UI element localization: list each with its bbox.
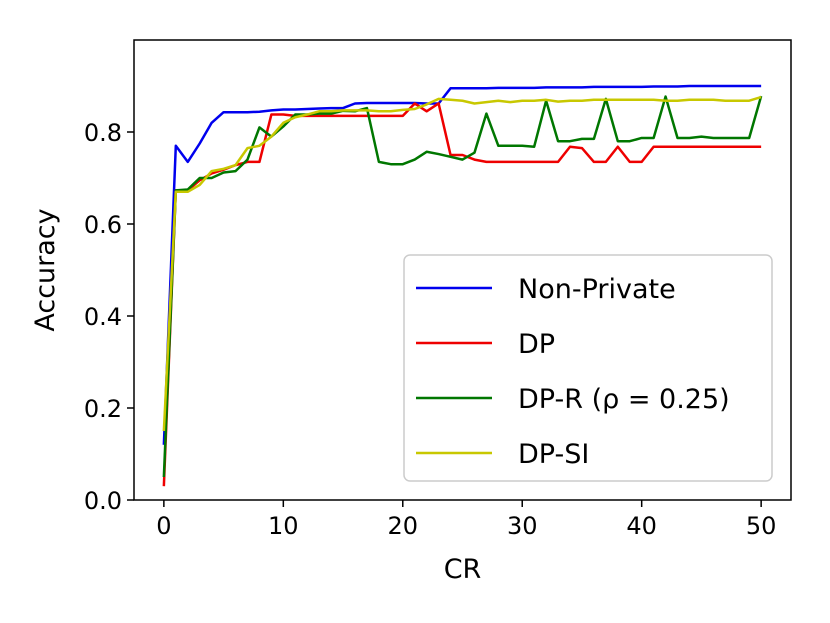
legend: Non-Private DP DP-R (ρ = 0.25) DP-SI: [403, 254, 773, 482]
y-tick-label: 0.8: [84, 119, 122, 147]
x-tick-label: 50: [746, 512, 777, 540]
legend-box: [403, 254, 773, 482]
x-axis-label: CR: [444, 554, 482, 585]
plot-frame: [133, 39, 792, 501]
legend-label-2: DP-R (ρ = 0.25): [518, 384, 730, 415]
x-tick-label: 40: [626, 512, 657, 540]
y-tick-label: 0.0: [84, 487, 122, 515]
y-tick-label: 0.6: [84, 211, 122, 239]
y-tick-label: 0.4: [84, 303, 122, 331]
series-line-3: [162, 95, 762, 432]
x-tick-label: 20: [387, 512, 418, 540]
x-tick-label: 0: [156, 512, 171, 540]
legend-label-0: Non-Private: [518, 274, 676, 305]
x-tick-label: 30: [507, 512, 538, 540]
series-line-1: [162, 102, 762, 487]
legend-label-3: DP-SI: [518, 439, 589, 470]
series-line-2: [162, 95, 763, 478]
legend-label-1: DP: [518, 329, 555, 360]
y-tick-label: 0.2: [84, 395, 122, 423]
y-axis: 0.0 0.2 0.4 0.6 0.8: [84, 119, 134, 515]
series-line-0: [162, 84, 762, 445]
y-axis-label: Accuracy: [30, 208, 61, 331]
x-axis: 0 10 20 30 40 50: [156, 500, 776, 540]
x-tick-label: 10: [268, 512, 299, 540]
series-layer: [162, 84, 763, 487]
